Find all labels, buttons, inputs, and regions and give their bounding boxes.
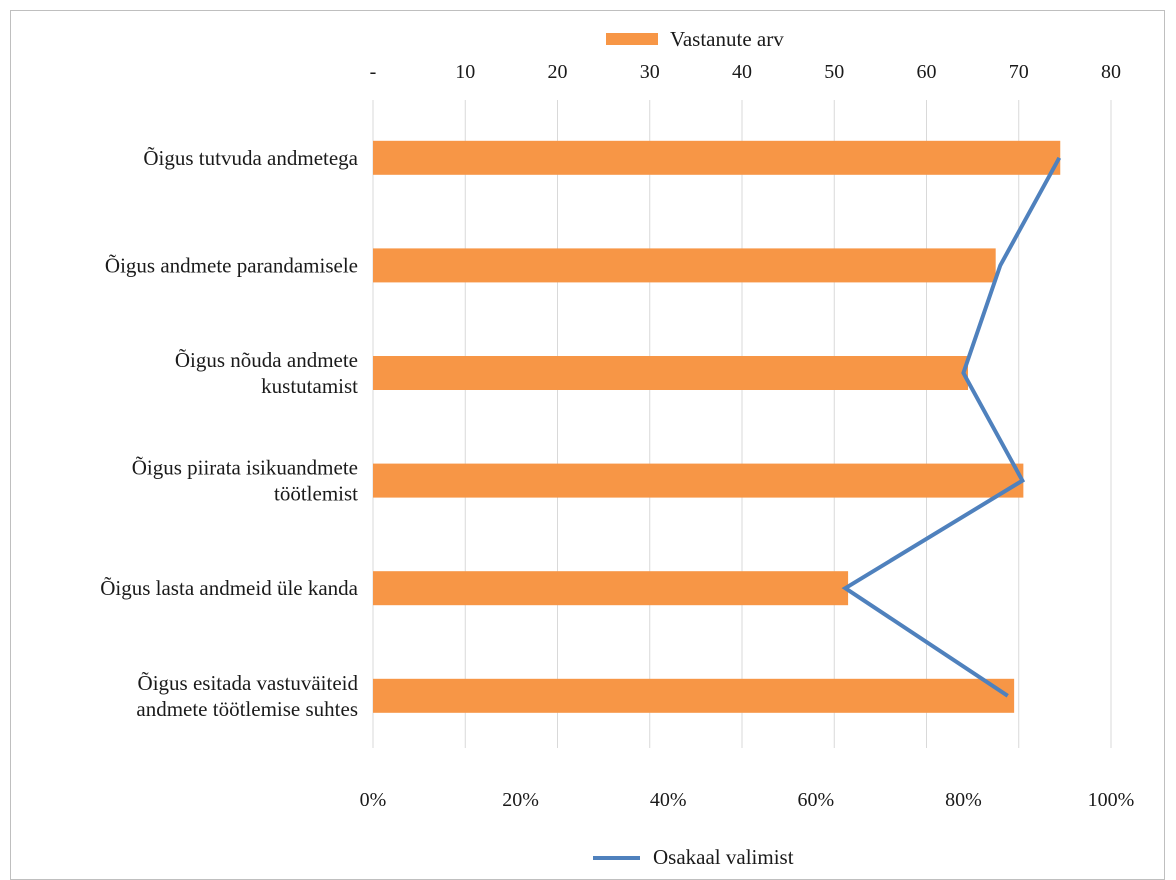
top-tick-label: 80 (1101, 61, 1121, 83)
category-label: Õigus tutvuda andmetega (143, 146, 358, 170)
category-label: Õigus nõuda andmete kustutamist (175, 348, 358, 398)
bar-series (373, 140, 1061, 713)
category-axis: Õigus tutvuda andmetega Õigus andmete par… (100, 146, 358, 721)
bottom-tick-label: 0% (360, 789, 387, 811)
top-tick-label: 40 (732, 61, 752, 83)
bottom-tick-label: 80% (945, 789, 982, 811)
line-series (841, 156, 1062, 698)
legend-label-bar: Vastanute arv (670, 27, 784, 51)
bar (373, 678, 1015, 713)
legend-label-line: Osakaal valimist (653, 845, 794, 867)
top-axis: - 10 20 30 40 50 60 70 80 (370, 61, 1121, 83)
legend-bottom: Osakaal valimist (593, 845, 794, 867)
top-tick-label: 60 (917, 61, 937, 83)
top-tick-label: - (370, 61, 377, 83)
bar (373, 571, 849, 606)
bar (373, 248, 996, 283)
top-tick-label: 30 (640, 61, 660, 83)
bottom-tick-label: 100% (1088, 789, 1135, 811)
category-label: Õigus andmete parandamisele (105, 253, 358, 277)
legend-swatch-bar (606, 33, 658, 45)
top-tick-label: 50 (824, 61, 844, 83)
category-label: Õigus lasta andmeid üle kanda (100, 576, 358, 600)
top-tick-label: 70 (1009, 61, 1029, 83)
category-label: Õigus piirata isikuandmete töötlemist (132, 456, 358, 506)
legend-top: Vastanute arv (606, 27, 784, 51)
grid (372, 100, 1112, 748)
bar (373, 356, 969, 390)
bottom-axis: 0% 20% 40% 60% 80% 100% (360, 789, 1135, 811)
top-tick-label: 20 (548, 61, 568, 83)
series-line (841, 156, 1062, 698)
bottom-tick-label: 60% (797, 789, 834, 811)
top-tick-label: 10 (455, 61, 475, 83)
bar (373, 463, 1024, 498)
category-label: Õigus esitada vastuväiteid andmete töötle… (136, 671, 358, 721)
bottom-tick-label: 20% (502, 789, 539, 811)
bar (373, 140, 1061, 175)
bottom-tick-label: 40% (650, 789, 687, 811)
